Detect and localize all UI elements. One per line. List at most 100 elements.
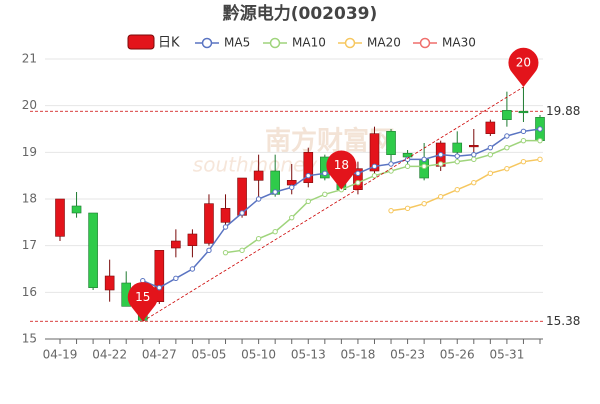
legend-label: MA10	[292, 36, 326, 50]
candle-body	[187, 233, 198, 246]
pin	[508, 47, 539, 87]
ma-point	[487, 151, 494, 158]
candle-body	[171, 240, 181, 249]
ma-point	[404, 156, 411, 163]
x-tick-label: 05-10	[241, 348, 276, 362]
ma-point	[537, 126, 543, 132]
candle-body	[353, 168, 363, 190]
candle-body	[402, 152, 413, 158]
ma-point	[454, 186, 460, 193]
x-tick-label: 04-22	[92, 348, 127, 362]
legend-label: MA30	[442, 36, 476, 50]
legend-label: MA20	[367, 36, 401, 50]
reference-label: 15.38	[546, 314, 580, 328]
ma-point	[272, 228, 278, 235]
y-tick-label: 16	[22, 285, 37, 299]
pin	[127, 282, 158, 322]
legend-icon	[419, 37, 431, 49]
legend-icon	[201, 37, 213, 49]
ma-point	[239, 210, 245, 216]
ma-point	[520, 158, 527, 165]
ma-point	[255, 196, 262, 202]
ma-point	[487, 144, 494, 151]
x-tick-label: 05-13	[291, 348, 326, 362]
ma-point	[173, 275, 179, 282]
ma-point	[520, 128, 527, 135]
ma-point	[272, 189, 278, 195]
candle-body	[71, 205, 82, 214]
ma-point	[421, 200, 427, 207]
candle-body	[204, 203, 214, 244]
candle-body	[485, 121, 496, 134]
candle-body	[104, 275, 115, 291]
ma-point	[222, 224, 229, 230]
x-tick-label: 05-31	[489, 348, 524, 362]
ma-point	[371, 172, 378, 179]
legend-label: 日K	[158, 36, 180, 51]
ma-point	[322, 191, 328, 198]
ma-point	[504, 144, 510, 151]
ma-point	[421, 156, 427, 163]
x-tick-label: 05-26	[440, 348, 475, 362]
ma-point	[404, 205, 411, 212]
ma-point	[471, 179, 477, 186]
pin-label: 20	[516, 56, 531, 70]
candle-body	[468, 145, 479, 148]
candle-body	[303, 152, 314, 183]
pin-label: 15	[135, 290, 150, 304]
ma-point	[437, 193, 444, 200]
ma-point	[421, 163, 427, 170]
y-tick-label: 21	[22, 52, 37, 66]
ma-point	[355, 179, 361, 186]
y-tick-label: 20	[22, 98, 37, 112]
ma-point	[471, 156, 477, 163]
candle-body	[154, 250, 165, 302]
ma-point	[305, 198, 311, 205]
candle-body	[369, 133, 380, 172]
y-tick-label: 19	[22, 145, 37, 159]
ma-point	[355, 170, 361, 177]
ma-point	[289, 214, 295, 221]
ma-point	[222, 249, 229, 256]
chart-title: 黔源电力(002039)	[223, 3, 378, 24]
candle-body	[55, 198, 65, 237]
ma-point	[289, 184, 295, 191]
trend-line	[142, 86, 524, 322]
ma-line	[390, 158, 541, 212]
candle-body	[518, 110, 529, 114]
ma-point	[454, 153, 460, 159]
ma-point	[189, 266, 196, 272]
x-tick-label: 05-18	[340, 348, 375, 362]
y-tick-label: 15	[22, 332, 37, 346]
x-tick-label: 04-19	[43, 348, 78, 362]
x-tick-label: 04-27	[142, 348, 177, 362]
ma-point	[388, 168, 394, 174]
reference-label: 19.88	[546, 104, 580, 118]
y-tick-label: 17	[22, 238, 37, 252]
ma-point	[487, 170, 494, 177]
candle-body	[253, 170, 264, 181]
ma-point	[471, 151, 477, 158]
ma-point	[504, 165, 510, 172]
ma-point	[322, 170, 328, 177]
ma-point	[504, 133, 510, 139]
ma-point	[520, 137, 527, 144]
y-tick-label: 18	[22, 192, 37, 206]
ma-point	[388, 207, 394, 214]
x-tick-label: 05-05	[192, 348, 227, 362]
ma-point	[404, 163, 411, 170]
ma-point	[156, 284, 163, 291]
ma-point	[537, 156, 543, 163]
ma-point	[305, 172, 311, 179]
ma-point	[454, 158, 460, 165]
legend-label: MA5	[224, 36, 250, 50]
legend-icon	[269, 37, 281, 49]
legend-icon	[344, 37, 356, 49]
candle-body	[386, 131, 396, 155]
candle-body	[220, 208, 231, 223]
pin-label: 18	[334, 158, 349, 172]
ma-point	[437, 151, 444, 158]
x-tick-label: 05-23	[390, 348, 425, 362]
ma-point	[255, 235, 262, 242]
